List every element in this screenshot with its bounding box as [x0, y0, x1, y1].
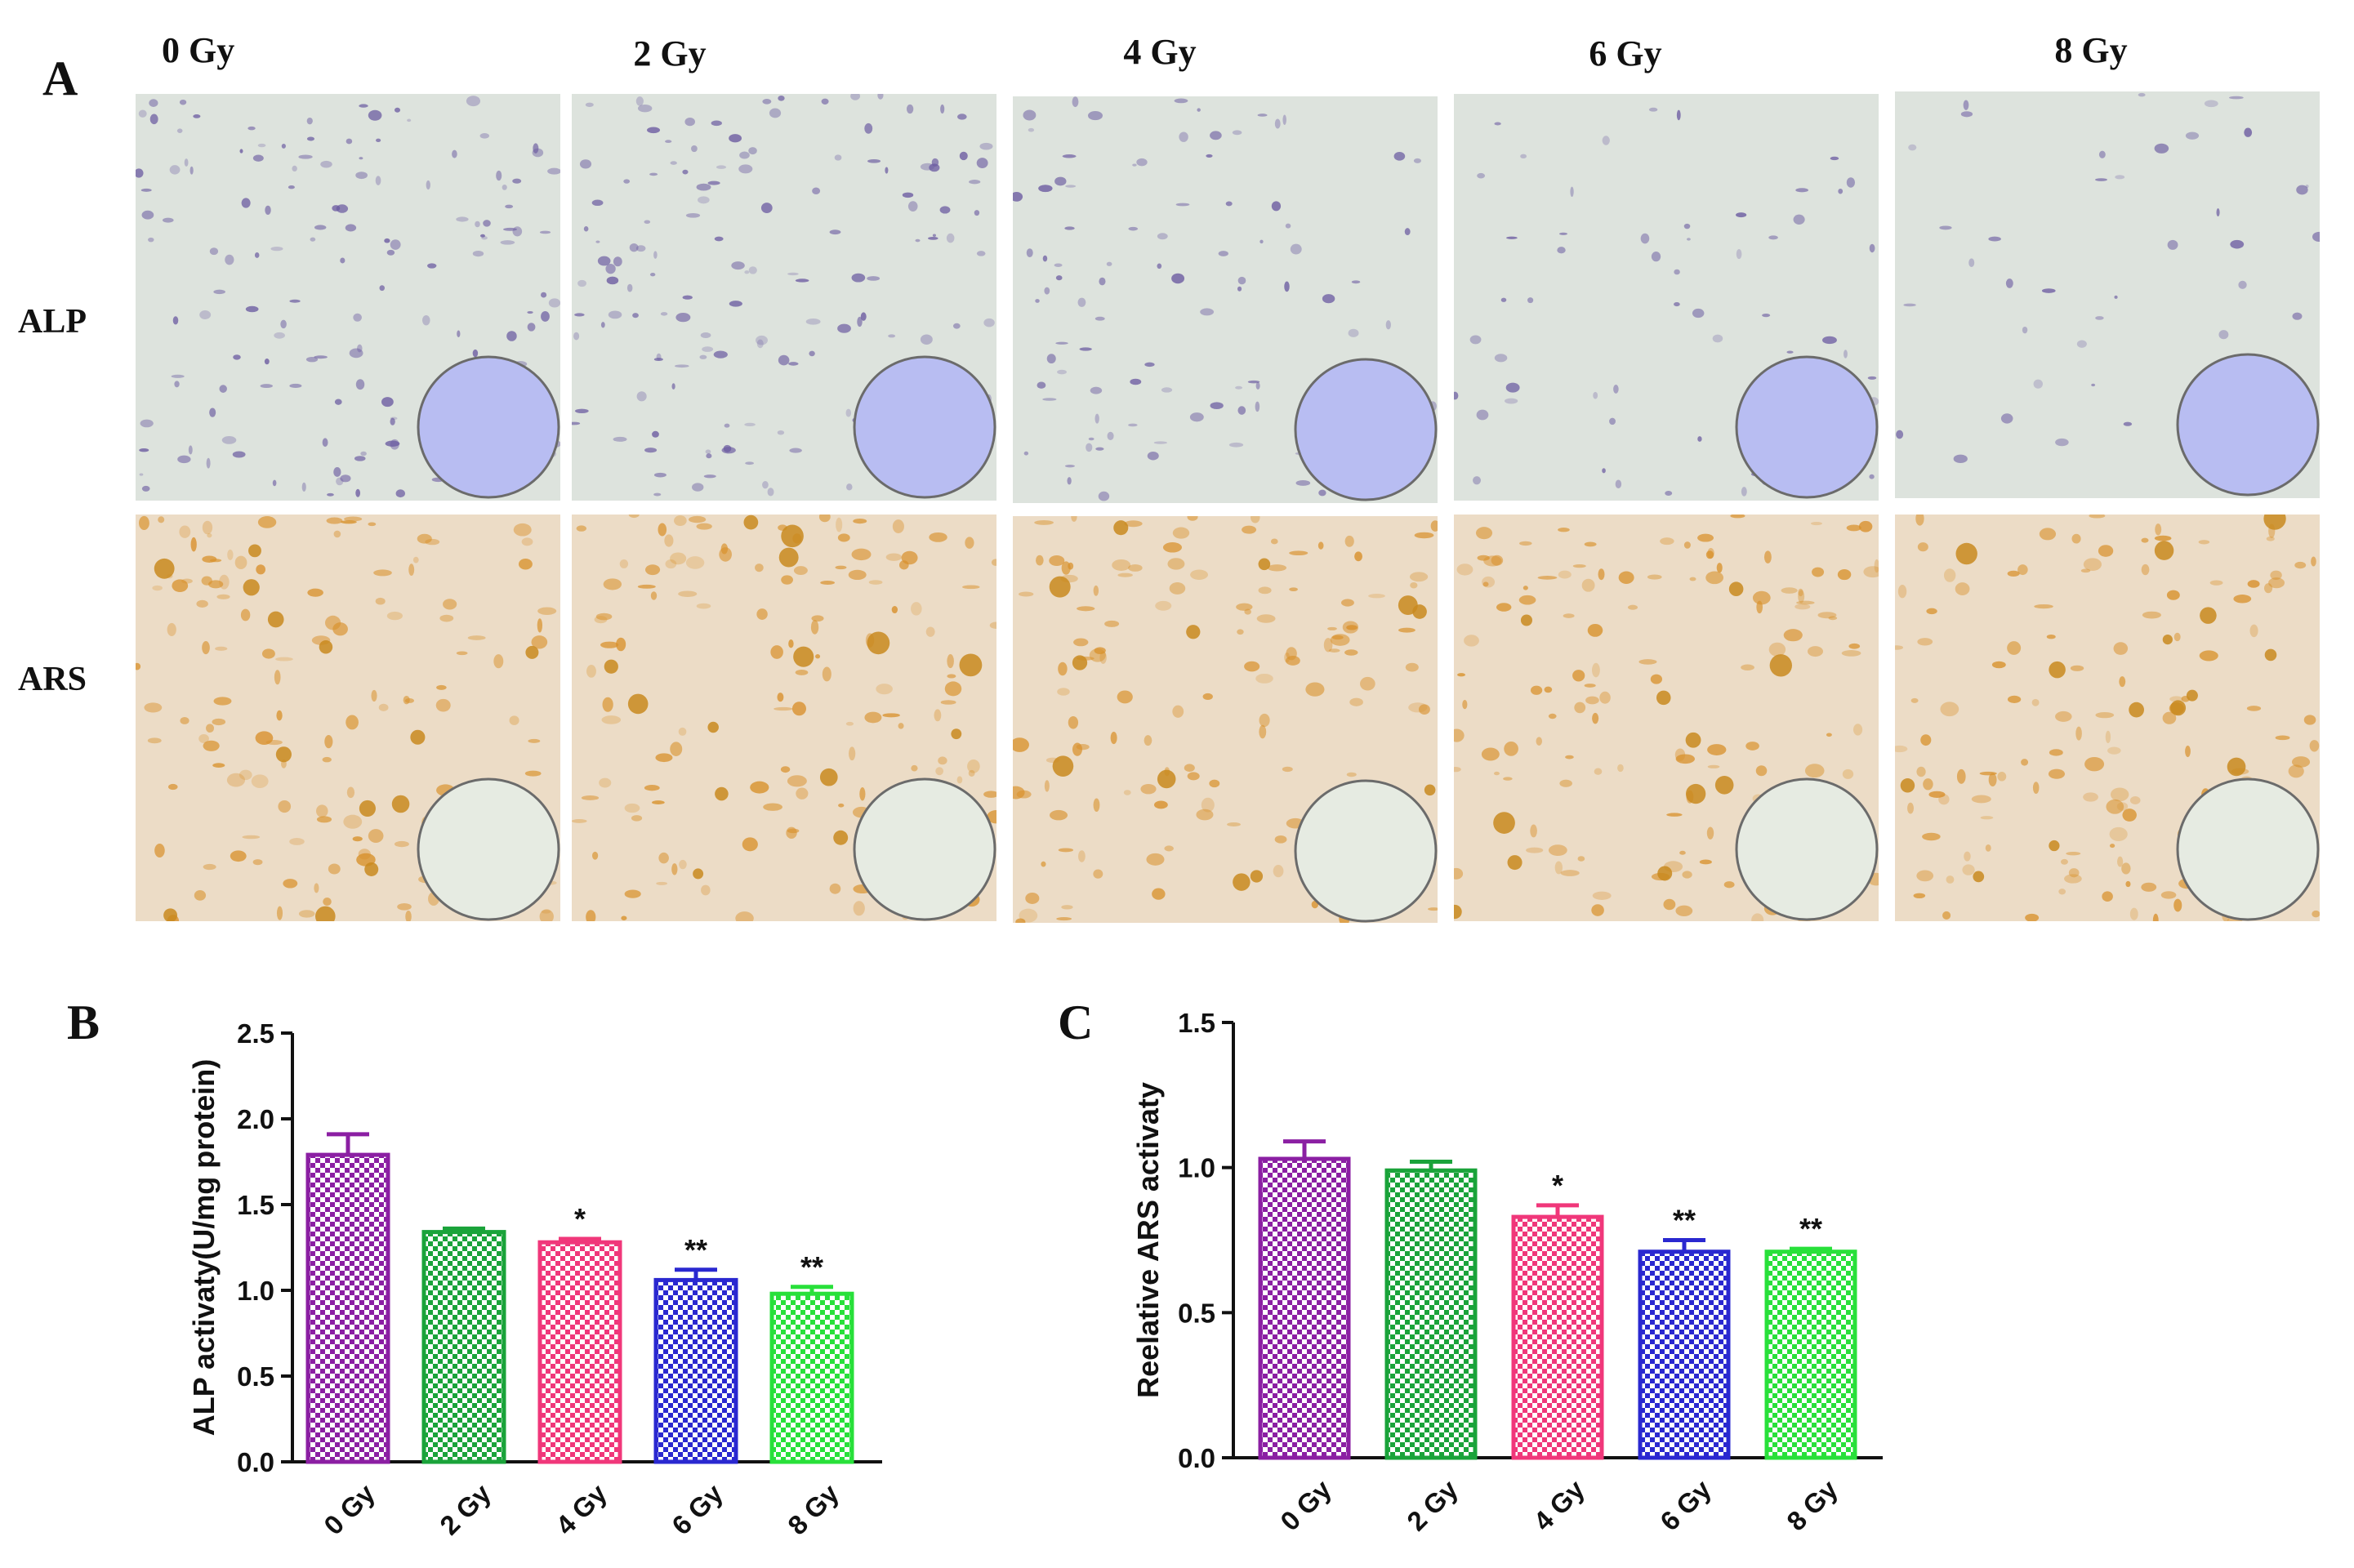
- significance-marker: **: [1799, 1212, 1822, 1245]
- bar: [1764, 1250, 1857, 1460]
- bar: [421, 1230, 506, 1464]
- micrograph-alp-4gy: [1013, 96, 1438, 503]
- micrograph-alp-8gy: [1895, 91, 2320, 498]
- x-tick-label: 4 Gy: [550, 1477, 613, 1540]
- culture-well-thumbnail: [853, 355, 996, 499]
- micrograph-ars-2gy: [572, 514, 996, 921]
- bar: [537, 1240, 622, 1464]
- bar: [1511, 1214, 1604, 1460]
- x-tick-label: 2 Gy: [434, 1477, 497, 1540]
- x-tick-label: 4 Gy: [1527, 1473, 1590, 1536]
- significance-marker: *: [1552, 1169, 1563, 1202]
- significance-marker: *: [574, 1202, 586, 1236]
- bar: [305, 1152, 390, 1464]
- y-tick-label: 1.0: [1178, 1153, 1215, 1183]
- significance-marker: **: [1673, 1204, 1696, 1237]
- culture-well-thumbnail: [1294, 779, 1438, 923]
- y-axis-label: Reelative ARS activaty: [1131, 1082, 1165, 1398]
- x-tick-label: 2 Gy: [1401, 1473, 1464, 1536]
- y-axis-label: ALP activaty(U/mg protein): [187, 1059, 221, 1436]
- micrograph-ars-4gy: [1013, 516, 1438, 923]
- micrograph-ars-8gy: [1895, 514, 2320, 921]
- x-tick-label: 6 Gy: [1654, 1473, 1717, 1536]
- row-label-ars: ARS: [18, 661, 87, 698]
- micrograph-ars-6gy: [1454, 514, 1879, 921]
- row-label-alp: ALP: [18, 303, 87, 341]
- x-tick-label: 8 Gy: [782, 1477, 845, 1540]
- culture-well-thumbnail: [1294, 358, 1438, 501]
- ars-activity-bar-chart: 0.0 0.5 1.0 1.5 Reelative ARS activaty 0 Gy 2 …: [1131, 1008, 1883, 1537]
- bar: [1638, 1250, 1731, 1460]
- culture-well-thumbnail: [417, 777, 560, 921]
- y-tick-label: 0.0: [1178, 1443, 1215, 1473]
- micrograph-alp-6gy: [1454, 94, 1879, 501]
- alp-activity-bar-chart: 0.0 0.5 1.0 1.5 2.0 2.5 ALP activaty(U/mg prot…: [187, 1018, 882, 1541]
- culture-well-thumbnail: [417, 355, 560, 499]
- column-label-6gy: 6 Gy: [1589, 33, 1662, 74]
- panel-a-label: A: [42, 51, 78, 105]
- bar: [1384, 1168, 1478, 1460]
- panel-c-label: C: [1058, 996, 1094, 1049]
- y-tick-label: 2.5: [237, 1018, 274, 1049]
- x-tick-label: 0 Gy: [318, 1477, 381, 1540]
- x-tick-label: 8 Gy: [1781, 1473, 1844, 1536]
- micrograph-alp-0gy: [136, 94, 560, 501]
- micrograph-alp-2gy: [572, 94, 996, 501]
- bar: [1258, 1156, 1351, 1460]
- y-tick-label: 1.5: [1178, 1008, 1215, 1038]
- y-tick-label: 0.5: [1178, 1298, 1215, 1328]
- x-tick-label: 0 Gy: [1274, 1473, 1337, 1536]
- culture-well-thumbnail: [2176, 353, 2320, 497]
- y-tick-label: 1.0: [237, 1276, 274, 1306]
- column-label-4gy: 4 Gy: [1123, 32, 1197, 72]
- bar: [653, 1277, 738, 1464]
- culture-well-thumbnail: [2176, 777, 2320, 921]
- bar: [769, 1291, 854, 1464]
- y-tick-label: 0.5: [237, 1361, 274, 1392]
- column-label-2gy: 2 Gy: [633, 33, 707, 74]
- significance-marker: **: [684, 1233, 707, 1267]
- y-tick-label: 1.5: [237, 1190, 274, 1220]
- culture-well-thumbnail: [853, 777, 996, 921]
- micrograph-ars-0gy: [136, 514, 560, 921]
- y-tick-label: 0.0: [237, 1447, 274, 1477]
- panel-b-label: B: [67, 996, 100, 1049]
- culture-well-thumbnail: [1735, 355, 1879, 499]
- significance-marker: **: [800, 1250, 823, 1284]
- column-label-0gy: 0 Gy: [162, 30, 235, 70]
- x-tick-label: 6 Gy: [666, 1477, 729, 1540]
- column-label-8gy: 8 Gy: [2054, 30, 2128, 70]
- culture-well-thumbnail: [1735, 777, 1879, 921]
- y-tick-label: 2.0: [237, 1104, 274, 1134]
